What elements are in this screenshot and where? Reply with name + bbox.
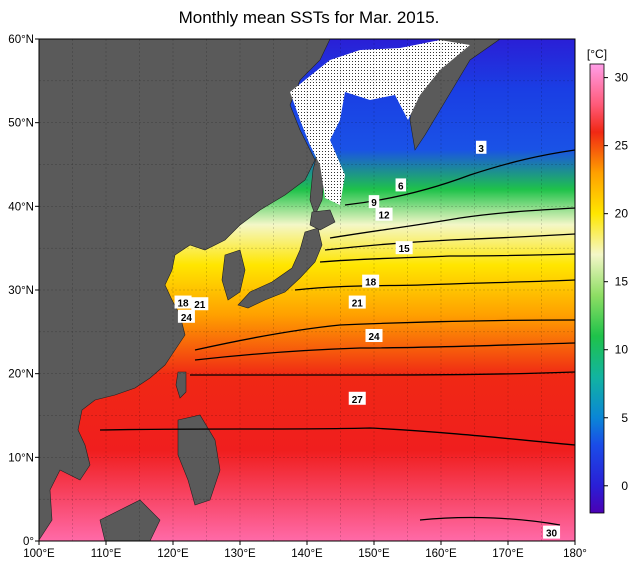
land-borneo (99, 499, 161, 542)
contour-label-bg (348, 391, 366, 405)
colorbar-tick-label: 20 (615, 207, 629, 221)
contour-label: 9 (371, 198, 377, 209)
land-philippines (177, 414, 221, 506)
contour-label: 21 (194, 300, 206, 311)
contour-label-bg (177, 309, 195, 323)
isotherm-6 (329, 207, 576, 239)
colorbar-tick-label: 5 (621, 411, 628, 425)
isotherm-27 (99, 427, 576, 446)
lon-tick-label: 140°E (291, 548, 323, 560)
lon-tick-label: 130°E (224, 548, 256, 560)
lat-tick-labels: 0° 10°N 20°N 30°N 40°N 50°N 60°N (8, 34, 39, 548)
sea-ice (290, 40, 470, 205)
contour-label: 27 (352, 395, 364, 406)
contour-label-bg (174, 295, 192, 309)
isotherm-12 (319, 253, 576, 263)
contour-label: 18 (177, 299, 189, 310)
contour-label: 6 (398, 181, 404, 192)
lon-tick-label: 170°E (492, 548, 524, 560)
lat-tick-label: 20°N (8, 369, 34, 381)
contour-label-bg (375, 207, 393, 221)
lon-tick-label: 150°E (358, 548, 390, 560)
lon-tick-label: 180° (563, 548, 587, 560)
map-title: Monthly mean SSTs for Mar. 2015. (178, 8, 440, 27)
land-hokkaido (309, 209, 336, 231)
lat-tick-label: 40°N (8, 201, 34, 213)
lat-tick-label: 0° (23, 536, 34, 548)
contour-label: 12 (378, 211, 390, 222)
land-japan (237, 227, 323, 309)
isotherm-30 (419, 516, 561, 526)
colorbar-tick-label: 10 (615, 343, 629, 357)
contour-label: 3 (478, 144, 484, 155)
lat-tick-label: 50°N (8, 118, 34, 130)
isotherm-3 (344, 149, 576, 206)
contour-label-bg (368, 195, 380, 209)
contour-label-bg (365, 329, 383, 343)
colorbar-tick-label: 0 (621, 479, 628, 493)
colorbar-tick-label: 25 (615, 139, 629, 153)
contour-label-bg (395, 178, 407, 192)
colorbar-tick-label: 30 (615, 71, 629, 85)
isotherm-15 (294, 279, 576, 291)
lon-tick-label: 160°E (425, 548, 457, 560)
lat-tick-label: 30°N (8, 285, 34, 297)
colorbar-tick-label: 15 (615, 275, 629, 289)
lat-tick-label: 60°N (8, 34, 34, 46)
contour-label-bg (475, 140, 487, 154)
colorbar-ticks: 30 25 20 15 10 5 0 (604, 71, 628, 493)
contour-label: 24 (368, 332, 380, 343)
contour-label: 21 (352, 299, 364, 310)
contour-label: 15 (399, 244, 411, 255)
contour-label-bg (395, 241, 413, 255)
contour-label-bg (362, 274, 380, 288)
lon-tick-label: 100°E (23, 548, 55, 560)
contour-label: 24 (181, 313, 193, 324)
contour-label-bg (543, 525, 561, 539)
lat-tick-label: 10°N (8, 452, 34, 464)
lon-tick-labels: 100°E 110°E 120°E 130°E 140°E 150°E 160°E 170°E… (23, 541, 587, 560)
contour-label-bg (348, 295, 366, 309)
colorbar (589, 63, 605, 514)
graticule (39, 39, 575, 541)
contour-label: 30 (546, 529, 558, 540)
lon-tick-label: 120°E (157, 548, 189, 560)
contour-label: 18 (365, 278, 377, 289)
isotherm-21 (194, 342, 576, 361)
lon-tick-label: 110°E (91, 548, 122, 560)
land-taiwan (175, 371, 187, 399)
colorbar-unit: [°C] (587, 47, 607, 61)
contour-label-bg (191, 297, 209, 311)
isotherm-9 (324, 233, 576, 251)
isotherm-18 (194, 319, 576, 351)
sea-ice-okhotsk (290, 40, 470, 205)
